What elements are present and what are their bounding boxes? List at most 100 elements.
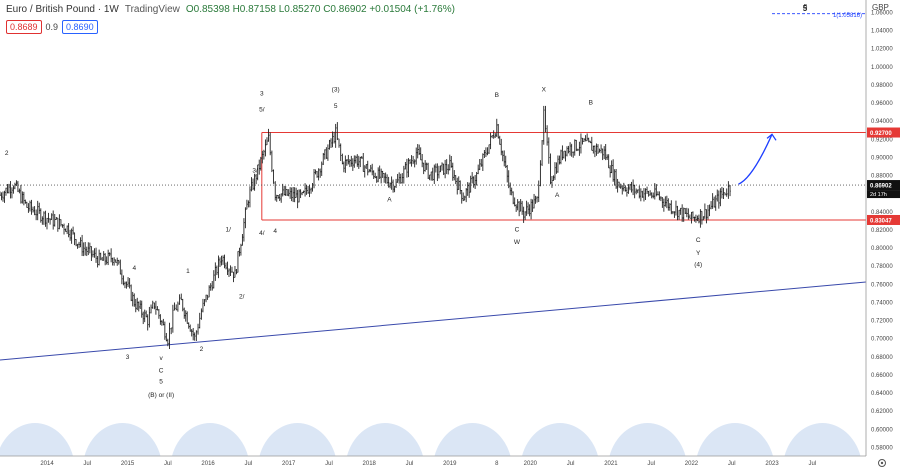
tradingview-brand: TradingView: [124, 4, 180, 15]
time-tick-label: Jul: [647, 461, 655, 467]
price-tick-label: 1.06000: [871, 11, 893, 17]
wave-label: v: [159, 355, 163, 362]
wave-label: 5: [334, 103, 338, 110]
wave-pattern-arch: [522, 422, 598, 456]
candles-layer: [0, 105, 731, 349]
wave-label: 5: [804, 3, 808, 10]
price-tick-label: 0.58000: [871, 445, 893, 451]
time-tick-label: 2016: [201, 461, 215, 467]
price-tick-label: 0.98000: [871, 83, 893, 89]
price-tick-label: 0.96000: [871, 101, 893, 107]
current-price-tag: 0.86902: [870, 184, 892, 190]
time-tick-label: Jul: [83, 461, 91, 467]
wave-label: 4: [273, 228, 277, 235]
time-tick-label: 2014: [40, 461, 54, 467]
wave-label: 4/: [259, 230, 265, 237]
price-tick-label: 0.64000: [871, 391, 893, 397]
wave-label: 3: [260, 90, 264, 97]
price-tick-label: 0.92000: [871, 137, 893, 143]
wave-pattern-arch: [609, 422, 686, 456]
wave-label: 2/: [239, 293, 245, 300]
price-tick-label: 0.84000: [871, 210, 893, 216]
price-tick-label: 0.88000: [871, 174, 893, 180]
level-tag-upper: 0.92700: [870, 131, 892, 137]
price-tick-label: 0.76000: [871, 282, 893, 288]
wave-label: 4: [132, 265, 136, 272]
wave-label: 2: [200, 346, 204, 353]
wave-label: 5/: [259, 107, 265, 114]
wave-pattern-arch: [434, 422, 511, 456]
wave-label: C: [515, 226, 520, 233]
time-tick-label: Jul: [245, 461, 253, 467]
wave-label: 3/: [252, 167, 258, 174]
current-price-tag-bg: [867, 180, 900, 191]
wave-label: (B) or (II): [148, 392, 174, 399]
projection-arrow: [738, 134, 773, 185]
countdown-label: 2d 17h: [870, 192, 887, 198]
price-tick-label: 0.62000: [871, 409, 893, 415]
wave-pattern-layer: [0, 422, 861, 456]
wave-label: B: [589, 99, 593, 106]
wave-label: A: [387, 196, 392, 203]
time-tick-label: Jul: [567, 461, 575, 467]
sell-button[interactable]: 0.8689: [6, 20, 42, 34]
wave-label-5-top: 5: [803, 4, 808, 13]
quote-panel: 0.8689 0.9 0.8690: [6, 20, 98, 34]
price-tick-label: 0.90000: [871, 155, 893, 161]
ohlc-readout: O0.85398 H0.87158 L0.85270 C0.86902 +0.0…: [185, 4, 455, 15]
wave-pattern-arch: [697, 422, 773, 456]
currency-label[interactable]: GBP: [872, 3, 889, 12]
wave-pattern-arch: [784, 422, 861, 456]
time-tick-label: 2020: [524, 461, 538, 467]
symbol-title[interactable]: Euro / British Pound · 1W: [6, 4, 119, 15]
wave-label: B: [495, 92, 499, 99]
wave-label: 1/: [226, 226, 232, 233]
wave-pattern-arch: [259, 422, 336, 456]
price-tick-label: 0.74000: [871, 300, 893, 306]
time-tick-label: Jul: [808, 461, 816, 467]
wave-label: C: [696, 237, 701, 244]
price-tick-label: 0.80000: [871, 246, 893, 252]
wave-pattern-arch: [172, 422, 248, 456]
price-tick-label: 1.02000: [871, 47, 893, 53]
arrow-head: [766, 133, 777, 141]
level-tag-lower-bg: [867, 214, 900, 225]
price-tick-label: 1.04000: [871, 29, 893, 35]
settings-gear-icon[interactable]: [878, 459, 886, 467]
spread-value: 0.9: [45, 22, 59, 32]
price-tick-label: 0.60000: [871, 427, 893, 433]
horizontal-levels-layer: [0, 13, 866, 221]
wave-label: X: [542, 87, 547, 94]
wave-pattern-arch: [0, 423, 73, 456]
level-tag-lower: 0.83047: [870, 218, 892, 224]
settings-gear-center: [880, 461, 884, 465]
wave-label: 1: [186, 268, 190, 275]
wave-label: Y: [696, 250, 701, 257]
time-tick-label: Jul: [325, 461, 333, 467]
time-tick-label: 2015: [121, 461, 135, 467]
price-tick-label: 0.72000: [871, 319, 893, 325]
wave-label: W: [514, 239, 521, 246]
time-tick-label: Jul: [406, 461, 414, 467]
price-axis[interactable]: 1.06000 1.04000 1.02000 1.00000 0.98000 0.960…: [865, 0, 900, 456]
price-tick-label: 0.68000: [871, 355, 893, 361]
time-tick-label: 2022: [685, 461, 699, 467]
countdown-bg: [867, 190, 900, 199]
price-tick-label: 0.82000: [871, 228, 893, 234]
time-axis[interactable]: 2014 Jul 2015 Jul 2016 Jul 2017 Jul 2018 Jul 2019 8…: [0, 455, 886, 467]
wave-label: 3: [126, 354, 130, 361]
annotations-layer: 24 13 vC5(B) or (II)21/2/3/35/4/4(3)5ABCWX…: [5, 3, 862, 399]
wave-pattern-arch: [347, 422, 423, 456]
chart-header: Euro / British Pound · 1W TradingView O0…: [6, 4, 455, 15]
time-tick-label: 2019: [443, 461, 457, 467]
time-tick-label: 2018: [363, 461, 377, 467]
buy-button[interactable]: 0.8690: [62, 20, 98, 34]
target-price-label: 1(1.05816): [833, 13, 862, 19]
wave-label: 2: [5, 150, 9, 157]
price-tick-label: 0.78000: [871, 264, 893, 270]
rising-trendline[interactable]: [0, 281, 867, 361]
time-tick-label: Jul: [164, 461, 172, 467]
time-tick-label: 2023: [765, 461, 779, 467]
time-tick-label: 2017: [282, 461, 296, 467]
